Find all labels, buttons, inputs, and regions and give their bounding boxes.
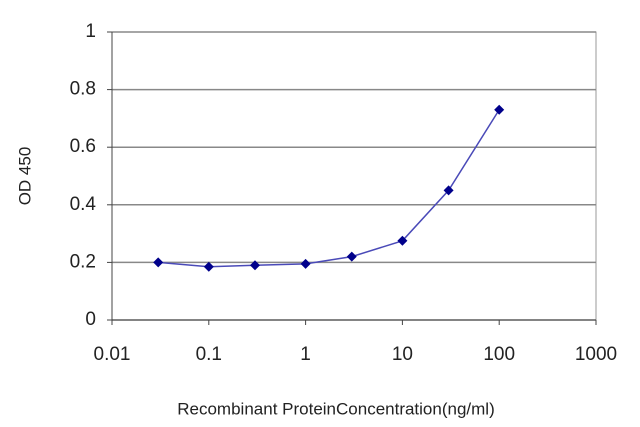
x-tick-label: 0.01 xyxy=(94,344,131,365)
y-tick-label: 0 xyxy=(85,309,96,330)
x-tick-label: 0.1 xyxy=(196,344,222,365)
data-point xyxy=(494,104,505,115)
data-point xyxy=(346,251,357,262)
data-point xyxy=(203,261,214,272)
y-tick-label: 0.8 xyxy=(70,79,96,100)
y-tick-label: 0.4 xyxy=(70,194,97,215)
data-point xyxy=(397,235,408,246)
x-tick-label: 1 xyxy=(300,344,311,365)
x-tick-label: 100 xyxy=(483,344,515,365)
y-axis-label: OD 450 xyxy=(15,147,34,206)
y-tick-label: 1 xyxy=(85,21,96,42)
x-tick-label: 10 xyxy=(392,344,413,365)
data-point xyxy=(443,185,454,196)
series-line xyxy=(158,109,500,268)
x-tick-label: 1000 xyxy=(575,344,617,365)
y-tick-label: 0.6 xyxy=(70,136,96,157)
data-point xyxy=(249,260,260,271)
y-tick-label: 0.2 xyxy=(70,251,96,272)
data-point xyxy=(300,258,311,269)
x-axis-label: Recombinant ProteinConcentration(ng/ml) xyxy=(177,399,495,418)
data-point xyxy=(153,257,164,268)
plot-area xyxy=(111,31,597,321)
